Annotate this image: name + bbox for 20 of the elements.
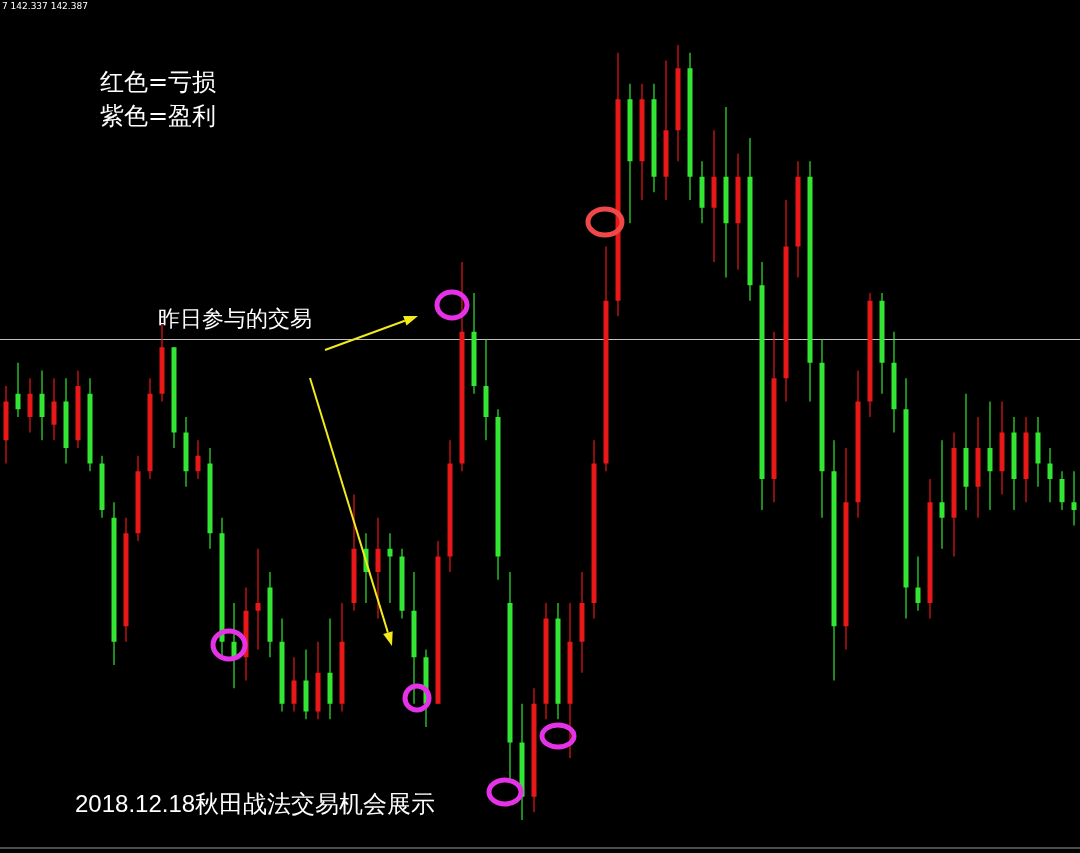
- annotation: 红色=亏损: [100, 68, 217, 96]
- candlestick: [375, 517, 381, 620]
- candlestick: [987, 400, 993, 511]
- candlestick: [387, 532, 393, 604]
- candlestick: [195, 439, 201, 480]
- text: 7 142.337 142.387: [2, 1, 88, 11]
- annotation: 昨日参与的交易: [158, 306, 312, 331]
- candlestick: [51, 377, 57, 441]
- candlestick: [27, 377, 33, 434]
- candlestick: [915, 555, 921, 612]
- candlestick: [1071, 470, 1077, 527]
- annotation: 2018.12.18秋田战法交易机会展示: [75, 790, 436, 817]
- candlestick: [15, 362, 21, 418]
- candlestick: [255, 548, 261, 651]
- candlestick: [1047, 447, 1053, 503]
- candlestick: [39, 369, 45, 441]
- candlestick: [939, 439, 945, 550]
- candlestick: [1059, 470, 1065, 511]
- candlestick: [291, 656, 297, 713]
- annotation: 紫色=盈利: [100, 102, 217, 130]
